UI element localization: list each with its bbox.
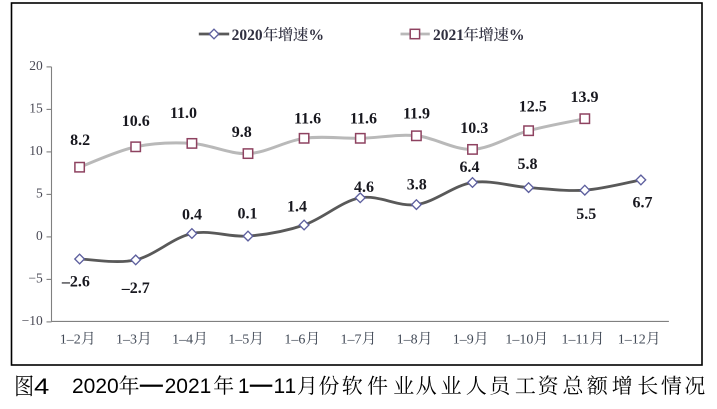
- svg-text:2021: 2021: [433, 27, 464, 44]
- svg-text:1–9: 1–9: [453, 333, 474, 348]
- svg-text:1–6: 1–6: [284, 333, 305, 348]
- svg-text:3.8: 3.8: [407, 176, 427, 193]
- svg-text:13.9: 13.9: [571, 89, 599, 106]
- svg-text:5: 5: [36, 185, 43, 200]
- svg-text:8.2: 8.2: [70, 132, 90, 149]
- svg-text:−10: −10: [22, 313, 43, 328]
- svg-text:1: 1: [238, 375, 250, 398]
- svg-text:5.8: 5.8: [518, 156, 538, 173]
- svg-text:%: %: [309, 27, 325, 44]
- svg-text:−5: −5: [28, 270, 43, 285]
- svg-text:–2.7: –2.7: [121, 280, 150, 297]
- svg-text:2020: 2020: [72, 375, 119, 398]
- svg-text:12.5: 12.5: [519, 98, 547, 115]
- svg-text:1: 1: [273, 375, 285, 398]
- svg-text:4: 4: [34, 375, 49, 400]
- svg-text:5.5: 5.5: [576, 206, 596, 223]
- svg-text:%: %: [509, 27, 525, 44]
- svg-text:1–10: 1–10: [505, 333, 533, 348]
- svg-text:11.6: 11.6: [294, 111, 321, 128]
- svg-text:1: 1: [284, 375, 296, 398]
- svg-text:10: 10: [29, 143, 43, 158]
- svg-text:4.6: 4.6: [354, 179, 374, 196]
- svg-text:1–2: 1–2: [60, 333, 81, 348]
- svg-text:11.9: 11.9: [403, 106, 430, 123]
- svg-text:20: 20: [29, 58, 43, 73]
- svg-text:2020: 2020: [232, 27, 263, 44]
- svg-text:–2.6: –2.6: [61, 274, 90, 291]
- svg-text:1–8: 1–8: [397, 333, 418, 348]
- svg-text:1–5: 1–5: [228, 333, 249, 348]
- svg-text:6.4: 6.4: [460, 159, 480, 176]
- svg-text:11.6: 11.6: [350, 111, 377, 128]
- svg-text:0: 0: [36, 228, 43, 243]
- svg-text:1–12: 1–12: [618, 333, 646, 348]
- svg-text:1–3: 1–3: [116, 333, 137, 348]
- svg-text:9.8: 9.8: [232, 124, 252, 141]
- svg-text:10.6: 10.6: [122, 113, 150, 130]
- svg-text:1–7: 1–7: [341, 333, 362, 348]
- svg-text:15: 15: [29, 100, 43, 115]
- svg-text:1–11: 1–11: [562, 333, 589, 348]
- svg-text:10.3: 10.3: [460, 120, 488, 137]
- svg-text:1–4: 1–4: [172, 333, 193, 348]
- svg-text:2021: 2021: [165, 375, 212, 398]
- svg-text:6.7: 6.7: [633, 195, 653, 212]
- svg-text:0.4: 0.4: [182, 206, 202, 223]
- svg-text:1.4: 1.4: [287, 199, 307, 216]
- svg-text:11.0: 11.0: [170, 105, 197, 122]
- svg-text:0.1: 0.1: [238, 205, 258, 222]
